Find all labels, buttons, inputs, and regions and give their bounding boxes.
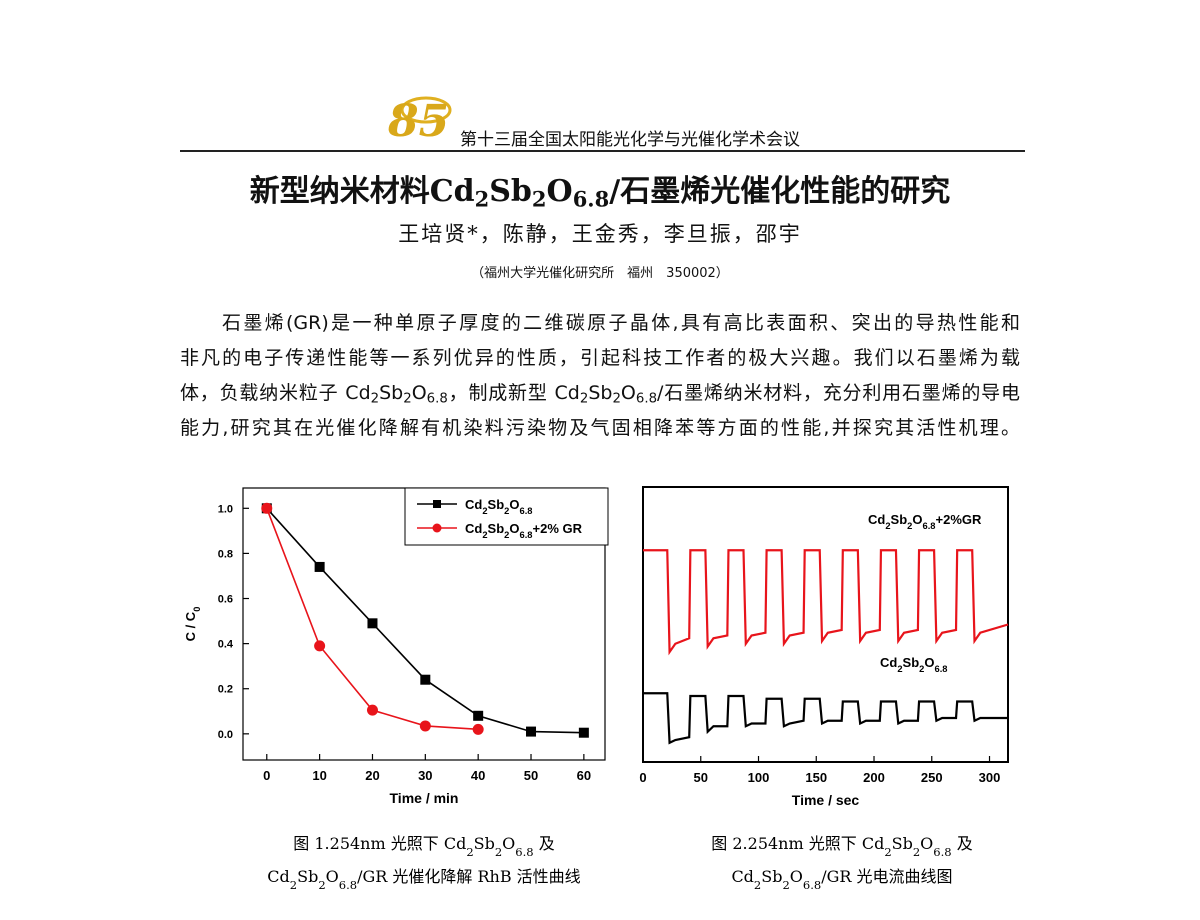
marker	[578, 727, 589, 738]
abstract-line: 非凡的电子传递性能等一系列优异的性质，引起科技工作者的极大兴趣。我们以石墨烯为载	[180, 347, 1020, 369]
marker	[366, 704, 378, 716]
marker	[367, 618, 378, 629]
x-tick-label: 0	[639, 770, 646, 785]
y-tick-label: 0.0	[218, 729, 233, 741]
series-line	[643, 692, 1008, 745]
legend-label: Cd2Sb2O6.8	[465, 497, 533, 516]
y-tick-label: 0.8	[218, 548, 233, 560]
marker	[473, 710, 484, 721]
x-tick-label: 0	[263, 768, 270, 783]
logo-ring	[400, 96, 452, 124]
marker	[526, 726, 537, 737]
x-axis-label: Time / sec	[792, 792, 860, 808]
abstract-line: 能力,研究其在光催化降解有机染料污染物及气固相降苯等方面的性能,并探究其活性机理…	[180, 417, 1020, 439]
logo-text: 85	[387, 96, 449, 144]
x-tick-label: 150	[805, 770, 827, 785]
marker	[314, 640, 326, 652]
series-label: Cd2Sb2O6.8	[880, 655, 948, 674]
x-tick-label: 200	[863, 770, 885, 785]
x-tick-label: 10	[312, 768, 326, 783]
x-tick-label: 30	[418, 768, 432, 783]
x-tick-label: 250	[921, 770, 943, 785]
conference: 第十三届全国太阳能光化学与光催化学术会议	[460, 130, 800, 150]
affiliation: （福州大学光催化研究所 福州 350002）	[471, 266, 729, 281]
legend-marker	[432, 523, 442, 533]
caption: Cd2Sb2O6.8/GR 光催化降解 RhB 活性曲线	[267, 867, 580, 892]
x-tick-label: 50	[694, 770, 708, 785]
legend-marker	[433, 500, 441, 508]
x-axis-label: Time / min	[390, 790, 459, 806]
marker	[472, 723, 484, 735]
marker	[419, 720, 431, 732]
logo: 85	[387, 96, 452, 144]
y-tick-label: 0.4	[218, 639, 234, 651]
caption: 图 1.254nm 光照下 Cd2Sb2O6.8 及	[293, 834, 554, 859]
legend-label: Cd2Sb2O6.8+2% GR	[465, 521, 583, 540]
x-tick-label: 300	[979, 770, 1001, 785]
marker	[261, 502, 273, 514]
caption: 图 2.254nm 光照下 Cd2Sb2O6.8 及	[711, 834, 972, 859]
series-label: Cd2Sb2O6.8+2%GR	[868, 512, 982, 531]
y-tick-label: 0.2	[218, 684, 233, 696]
x-tick-label: 100	[748, 770, 770, 785]
y-axis-label: C / C0	[183, 607, 202, 642]
series-line	[643, 549, 1009, 656]
abstract-line: 体，负载纳米粒子 Cd2Sb2O6.8，制成新型 Cd2Sb2O6.8/石墨烯纳…	[180, 382, 1020, 407]
marker	[420, 674, 431, 685]
marker	[314, 561, 325, 572]
abstract-line: 石墨烯(GR)是一种单原子厚度的二维碳原子晶体,具有高比表面积、突出的导热性能和	[222, 312, 1020, 334]
legend-box	[404, 487, 609, 546]
x-tick-label: 20	[365, 768, 379, 783]
x-tick-label: 40	[471, 768, 485, 783]
header-rule	[180, 150, 1025, 152]
caption: Cd2Sb2O6.8/GR 光电流曲线图	[731, 867, 952, 892]
x-tick-label: 60	[577, 768, 591, 783]
y-tick-label: 0.6	[218, 594, 233, 606]
title: 新型纳米材料Cd2Sb2O6.8/石墨烯光催化性能的研究	[249, 174, 951, 212]
y-tick-label: 1.0	[218, 503, 233, 515]
x-tick-label: 50	[524, 768, 538, 783]
authors: 王培贤*，陈静，王金秀，李旦振，邵宇	[398, 222, 802, 246]
